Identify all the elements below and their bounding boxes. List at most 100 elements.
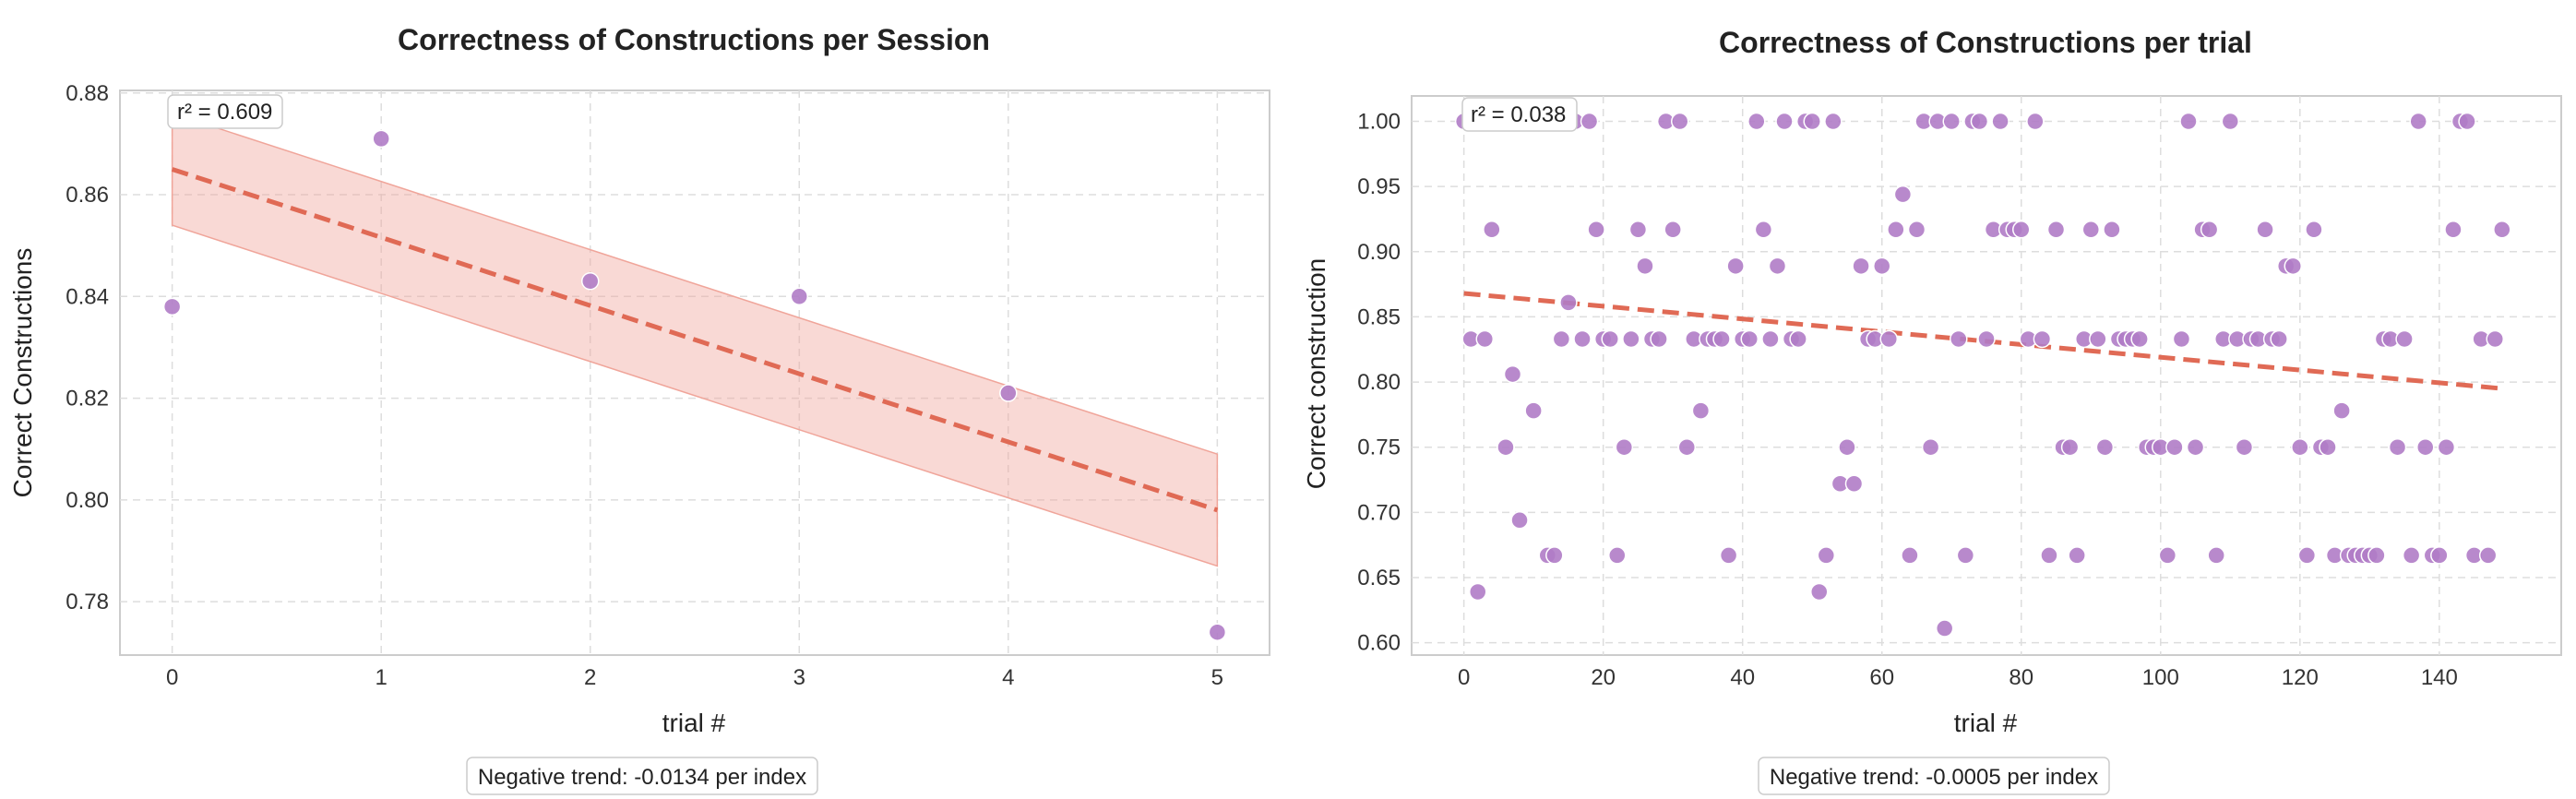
data-point <box>1935 619 1954 638</box>
y-tick-label: 0.95 <box>1357 174 1401 199</box>
data-point <box>1950 329 1968 349</box>
data-point <box>2367 546 2386 565</box>
data-point <box>1670 112 1689 131</box>
y-tick-label: 0.90 <box>1357 240 1401 265</box>
grid <box>1412 96 2561 655</box>
data-point <box>2158 546 2177 565</box>
x-tick-label: 4 <box>1002 665 1014 690</box>
x-tick-labels: 0 1 2 3 4 5 <box>166 665 1223 690</box>
y-tick-label: 0.70 <box>1357 500 1401 525</box>
r-squared-annotation: r² = 0.609 <box>167 94 283 129</box>
data-point <box>1208 623 1227 641</box>
data-point <box>1719 546 1738 565</box>
data-point <box>790 287 809 306</box>
data-point <box>999 384 1018 402</box>
data-point <box>1824 112 1843 131</box>
x-tick-labels: 0 20 40 60 80 100 120 140 <box>1458 665 2458 690</box>
data-point <box>1754 221 1773 239</box>
y-tick-label: 0.88 <box>66 81 109 106</box>
data-point <box>1977 329 1996 349</box>
data-point <box>1901 546 1919 565</box>
data-point <box>2297 546 2317 565</box>
data-point <box>2395 329 2414 349</box>
data-point <box>2095 437 2115 457</box>
data-point <box>2172 329 2191 349</box>
data-point <box>1803 112 1821 131</box>
y-tick-labels: 0.60 0.65 0.70 0.75 0.80 0.85 0.90 0.95 1.00 <box>1357 110 1401 656</box>
data-point <box>1887 221 1905 239</box>
data-point <box>1893 185 1913 204</box>
data-point <box>2165 437 2184 457</box>
x-tick-label: 2 <box>584 665 596 690</box>
y-tick-label: 0.86 <box>66 183 109 208</box>
data-point <box>2478 546 2498 565</box>
data-point <box>1775 112 1794 131</box>
data-point <box>2415 437 2435 457</box>
data-point <box>1545 546 1564 565</box>
data-point <box>2081 221 2101 239</box>
data-point <box>2200 221 2219 239</box>
data-point <box>1970 112 1989 131</box>
x-tick-label: 1 <box>376 665 388 690</box>
data-point <box>1740 329 1759 349</box>
chart-title: Correctness of Constructions per trial <box>1719 26 2252 59</box>
x-tick-label: 100 <box>2142 665 2179 690</box>
data-point <box>1817 546 1836 565</box>
trend-footnote-text: Negative trend: -0.0134 per index <box>478 765 806 790</box>
data-point <box>2103 221 2121 239</box>
chart-title: Correctness of Constructions per Session <box>398 23 990 56</box>
data-point <box>2270 329 2288 349</box>
data-point <box>2444 221 2463 239</box>
data-point <box>1664 221 1682 239</box>
data-point <box>1628 221 1648 239</box>
data-point <box>372 129 390 149</box>
trend-footnote: Negative trend: -0.0005 per index <box>1758 757 2110 795</box>
data-point <box>1636 256 1654 276</box>
data-points <box>1454 112 2511 638</box>
x-tick-label: 20 <box>1591 665 1616 690</box>
data-point <box>2186 437 2205 457</box>
data-point <box>1691 401 1711 420</box>
data-point <box>2430 546 2449 565</box>
x-tick-label: 80 <box>2009 665 2033 690</box>
data-point <box>1580 112 1599 131</box>
plot-area <box>1411 95 2562 656</box>
data-point <box>1573 329 1592 349</box>
data-point <box>2493 221 2511 239</box>
session-chart-panel: Correctness of Constructions per Session… <box>8 23 1270 795</box>
x-axis-label: trial # <box>1954 709 2018 737</box>
data-point <box>2060 437 2080 457</box>
data-points <box>162 129 1227 641</box>
x-tick-label: 0 <box>166 665 178 690</box>
data-point <box>2284 256 2303 276</box>
data-point <box>2458 112 2476 131</box>
data-point <box>1761 329 1780 349</box>
data-point <box>1483 221 1501 239</box>
data-point <box>2012 221 2031 239</box>
y-axis-label: Correct Constructions <box>8 248 37 498</box>
data-point <box>1942 112 1961 131</box>
x-tick-label: 0 <box>1458 665 1470 690</box>
x-axis-label: trial # <box>662 709 726 737</box>
data-point <box>2437 437 2456 457</box>
data-point <box>1615 437 1634 457</box>
data-point <box>1789 329 1807 349</box>
data-point <box>1879 329 1899 349</box>
data-point <box>2235 437 2254 457</box>
data-point <box>1747 112 1766 131</box>
y-tick-label: 0.84 <box>66 284 109 309</box>
data-point <box>1503 364 1522 384</box>
data-point <box>1677 437 1697 457</box>
x-tick-label: 3 <box>793 665 805 690</box>
y-tick-label: 0.85 <box>1357 304 1401 329</box>
x-tick-label: 60 <box>1869 665 1894 690</box>
data-point <box>2207 546 2225 565</box>
data-point <box>580 272 600 291</box>
data-point <box>2402 546 2421 565</box>
data-point <box>2089 329 2107 349</box>
data-point <box>1991 112 2010 131</box>
data-point <box>1726 256 1745 276</box>
x-tick-label: 5 <box>1211 665 1223 690</box>
y-tick-label: 0.65 <box>1357 566 1401 590</box>
data-point <box>2319 437 2337 457</box>
